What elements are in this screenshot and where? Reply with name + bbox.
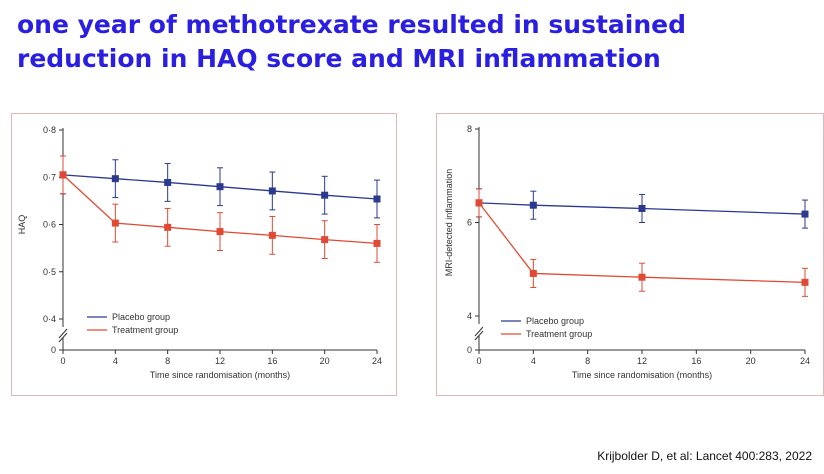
data-point-treatment <box>475 199 483 207</box>
x-axis-label: Time since randomisation (months) <box>150 370 290 380</box>
y-tick-label: 8 <box>467 124 472 134</box>
y-tick-label: 0·6 <box>43 220 56 230</box>
data-point-treatment <box>216 228 224 236</box>
data-point-treatment <box>59 171 67 179</box>
axis-break-mark <box>58 332 68 343</box>
x-tick-label: 4 <box>113 356 118 366</box>
data-point-treatment <box>164 223 172 231</box>
x-tick-label: 12 <box>637 356 647 366</box>
data-point-placebo <box>801 210 809 218</box>
legend-label: Treatment group <box>112 325 178 335</box>
y-tick-label: 0·4 <box>43 314 56 324</box>
data-point-treatment <box>373 239 381 247</box>
data-point-placebo <box>268 187 276 195</box>
y-tick-label: 0 <box>467 345 472 355</box>
data-point-placebo <box>529 201 537 209</box>
x-tick-label: 8 <box>585 356 590 366</box>
x-tick-label: 8 <box>165 356 170 366</box>
axis-break-mark <box>474 326 484 337</box>
mri-chart: 0 4 6 8 0 4 8 12 16 20 24 Time since randomisation … <box>444 124 810 380</box>
haq-chart-panel: 0 0·4 0·5 0·6 0·7 0·8 0 4 8 12 16 20 24 Time since ra… <box>11 113 397 396</box>
x-axis-label: Time since randomisation (months) <box>572 370 712 380</box>
x-tick-label: 0 <box>476 356 481 366</box>
x-tick-label: 16 <box>267 356 277 366</box>
legend-label: Placebo group <box>526 316 584 326</box>
x-tick-label: 12 <box>215 356 225 366</box>
data-point-placebo <box>111 175 119 183</box>
data-point-treatment <box>321 236 329 244</box>
mri-chart-panel: 0 4 6 8 0 4 8 12 16 20 24 Time since randomisation … <box>436 113 824 396</box>
data-point-treatment <box>801 278 809 286</box>
x-tick-label: 24 <box>372 356 382 366</box>
legend-label: Placebo group <box>112 312 170 322</box>
y-axis-label: HAQ <box>17 215 27 235</box>
data-point-placebo <box>216 183 224 191</box>
data-point-treatment <box>111 219 119 227</box>
y-tick-label: 0·5 <box>43 267 56 277</box>
citation: Krijbolder D, et al: Lancet 400:283, 202… <box>597 449 812 463</box>
axis-break-mark <box>58 328 68 339</box>
y-tick-label: 6 <box>467 218 472 228</box>
x-tick-label: 0 <box>60 356 65 366</box>
x-tick-label: 20 <box>746 356 756 366</box>
series-line-treatment <box>478 202 806 283</box>
axis-break-mark <box>474 330 484 341</box>
y-tick-label: 0 <box>51 345 56 355</box>
data-point-placebo <box>164 178 172 186</box>
x-tick-label: 24 <box>800 356 810 366</box>
data-point-treatment <box>529 269 537 277</box>
y-tick-label: 4 <box>467 311 472 321</box>
y-tick-label: 0·7 <box>43 172 56 182</box>
data-point-treatment <box>638 273 646 281</box>
haq-chart: 0 0·4 0·5 0·6 0·7 0·8 0 4 8 12 16 20 24 Time since ra… <box>17 125 382 380</box>
data-point-treatment <box>268 231 276 239</box>
data-point-placebo <box>373 195 381 203</box>
slide-title-line-1: one year of methotrexate resulted in sus… <box>17 10 687 39</box>
series-line-placebo <box>478 202 806 215</box>
x-tick-label: 16 <box>691 356 701 366</box>
x-tick-label: 20 <box>320 356 330 366</box>
slide-title: one year of methotrexate resulted in sus… <box>17 8 807 76</box>
y-tick-label: 0·8 <box>43 125 56 135</box>
y-axis-label: MRI-detected inflammation <box>444 169 454 277</box>
data-point-placebo <box>321 191 329 199</box>
slide-title-line-2: reduction in HAQ score and MRI inflammat… <box>17 44 661 73</box>
x-tick-label: 4 <box>531 356 536 366</box>
data-point-placebo <box>638 204 646 212</box>
legend-label: Treatment group <box>526 329 592 339</box>
